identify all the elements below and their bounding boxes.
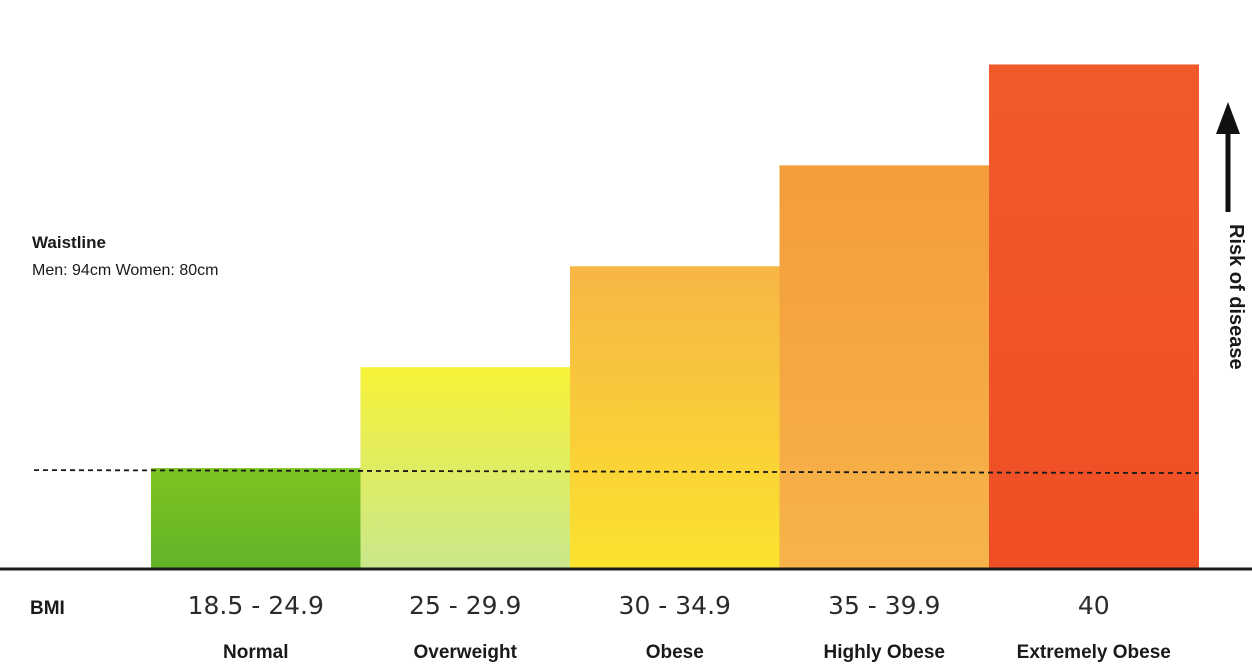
bar-extremely-obese: [989, 64, 1199, 570]
x-tick-label: 30 - 34.9: [619, 591, 731, 620]
up-arrow-icon: [1216, 102, 1240, 212]
x-tick-label: 25 - 29.9: [409, 591, 521, 620]
category-label: Extremely Obese: [1017, 642, 1171, 663]
x-tick-label: 35 - 39.9: [828, 591, 940, 620]
category-label: Highly Obese: [824, 642, 945, 663]
bars-layer: [151, 64, 1199, 570]
category-label: Overweight: [414, 642, 518, 663]
y-axis-label: Risk of disease: [1225, 224, 1247, 370]
category-label: Normal: [223, 642, 288, 663]
bmi-row-label: BMI: [30, 598, 65, 619]
category-labels: Normal Overweight Obese Highly Obese Extreme…: [223, 642, 1171, 663]
x-tick-label: 40: [1078, 591, 1110, 620]
x-tick-label: 18.5 - 24.9: [188, 591, 324, 620]
bar-obese: [570, 266, 780, 569]
x-tick-labels: 18.5 - 24.9 25 - 29.9 30 - 34.9 35 - 39.9 40: [188, 591, 1110, 620]
bar-normal: [151, 468, 361, 569]
category-label: Obese: [646, 642, 704, 663]
bar-overweight: [360, 367, 571, 569]
bar-highly-obese: [779, 165, 990, 569]
waistline-title: Waistline: [32, 233, 106, 252]
waistline-subtitle: Men: 94cm Women: 80cm: [32, 262, 218, 279]
